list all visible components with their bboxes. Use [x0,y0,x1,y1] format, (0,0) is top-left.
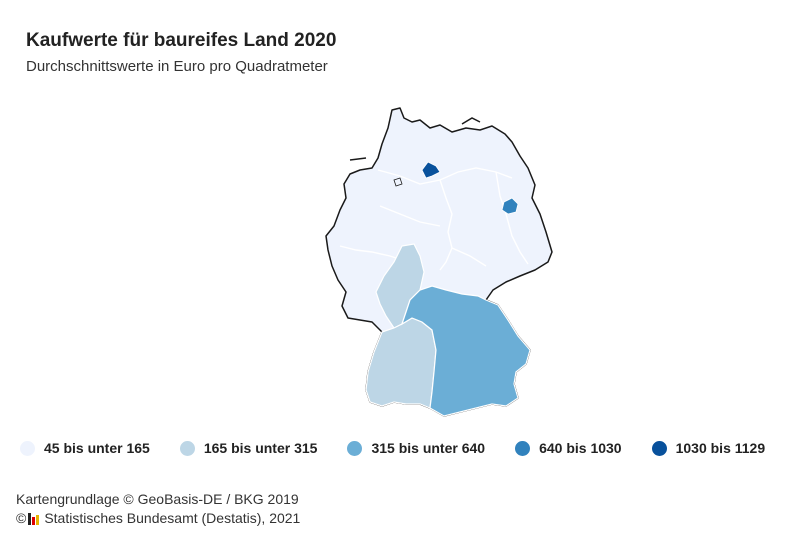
legend-swatch [347,440,363,456]
legend-label: 315 bis unter 640 [371,440,486,456]
data-source: © Statistisches Bundesamt (Destatis), 20… [16,509,300,528]
destatis-logo-icon [28,512,40,525]
germany-map [325,107,553,417]
legend-swatch [651,440,667,456]
legend-item: 1030 bis 1129 [651,440,766,456]
legend-label: 165 bis unter 315 [203,440,318,456]
legend-label: 45 bis unter 165 [44,440,150,456]
region-bremen [393,177,403,187]
legend: 45 bis unter 165 165 bis unter 315 315 b… [20,440,765,456]
region-hamburg [421,161,441,179]
copyright-symbol: © [16,510,27,526]
legend-label: 1030 bis 1129 [675,440,766,456]
region-bayern [400,285,531,417]
map-source-text: Kartengrundlage © GeoBasis-DE / BKG 2019 [16,491,299,507]
data-source-text: Statistisches Bundesamt (Destatis), 2021 [44,510,301,526]
legend-swatch [179,440,195,456]
legend-item: 45 bis unter 165 [20,440,150,456]
legend-item: 640 bis 1030 [515,440,622,456]
source-note: Kartengrundlage © GeoBasis-DE / BKG 2019… [16,490,300,528]
region-berlin [501,197,519,215]
legend-item: 165 bis unter 315 [179,440,318,456]
island-north-sea [349,157,367,161]
island-baltic [461,117,481,125]
legend-swatch [515,440,531,456]
chart-title: Kaufwerte für baureifes Land 2020 [26,30,337,51]
map-source: Kartengrundlage © GeoBasis-DE / BKG 2019 [16,490,300,509]
chart-subtitle: Durchschnittswerte in Euro pro Quadratme… [26,58,328,75]
legend-item: 315 bis unter 640 [347,440,485,456]
legend-swatch [20,440,35,456]
region-baden-wuerttemberg [365,317,437,409]
legend-label: 640 bis 1030 [539,440,622,456]
